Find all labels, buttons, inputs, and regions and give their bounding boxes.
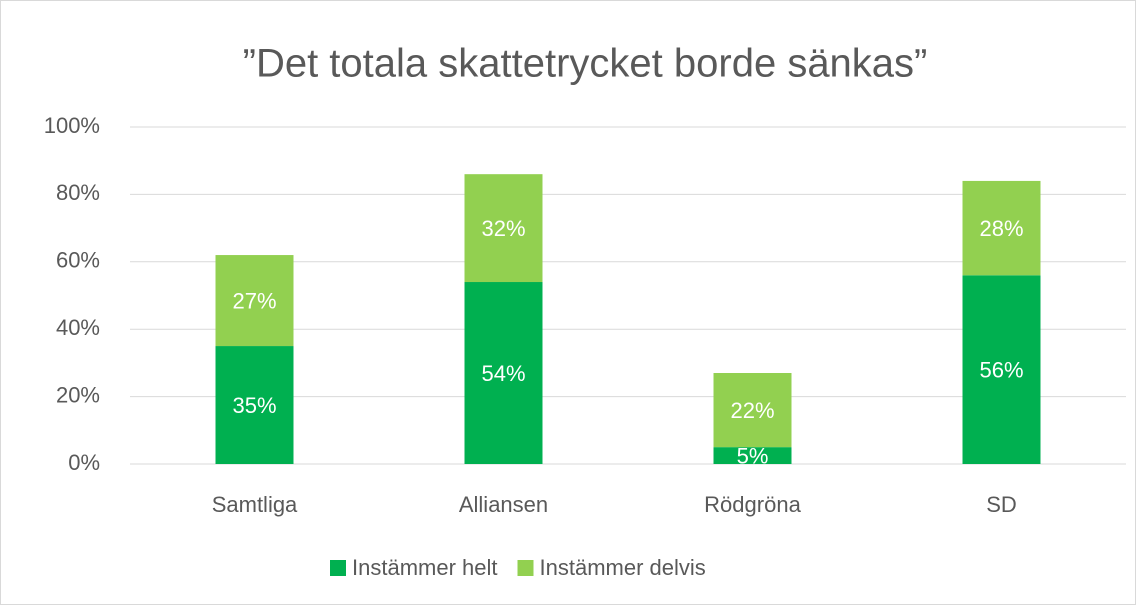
chart-title: ”Det totala skattetrycket borde sänkas”	[243, 42, 928, 86]
y-tick-label: 40%	[56, 315, 100, 340]
data-label: 56%	[979, 357, 1023, 382]
y-tick-label: 60%	[56, 248, 100, 273]
legend-label: Instämmer delvis	[540, 555, 706, 580]
bar-segment	[713, 447, 792, 464]
bar-segment	[962, 180, 1041, 276]
bar-segment	[464, 174, 543, 283]
legend-swatch	[517, 560, 534, 576]
bar-segment	[215, 255, 294, 347]
bar-segment	[713, 373, 792, 448]
bar-segment	[464, 282, 543, 464]
data-label: 27%	[232, 288, 276, 313]
y-tick-label: 20%	[56, 382, 100, 407]
y-tick-label: 100%	[44, 113, 100, 138]
x-tick-label: Alliansen	[459, 492, 548, 517]
data-label: 5%	[737, 443, 769, 468]
bar-segment	[215, 346, 294, 464]
bar-segment	[962, 275, 1041, 464]
x-tick-label: Samtliga	[212, 492, 298, 517]
data-label: 22%	[730, 398, 774, 423]
data-label: 54%	[481, 361, 525, 386]
data-label: 35%	[232, 393, 276, 418]
y-tick-label: 80%	[56, 180, 100, 205]
x-tick-label: Rödgröna	[704, 492, 801, 517]
data-label: 28%	[979, 216, 1023, 241]
data-label: 32%	[481, 216, 525, 241]
legend-swatch	[330, 560, 346, 576]
x-tick-label: SD	[986, 492, 1017, 517]
y-tick-label: 0%	[68, 450, 100, 475]
legend-label: Instämmer helt	[352, 555, 498, 580]
